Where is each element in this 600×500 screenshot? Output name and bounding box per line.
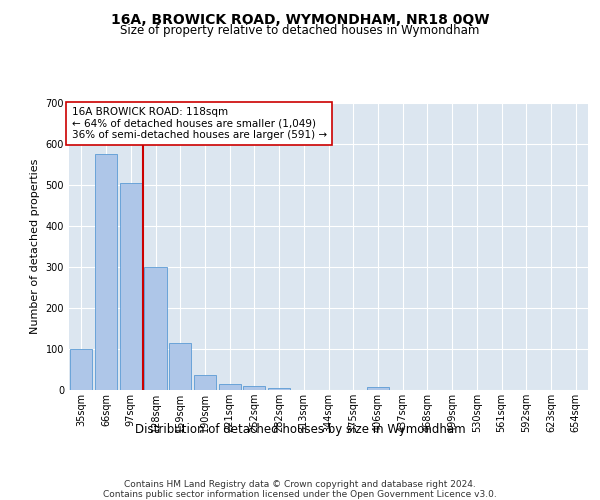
Bar (367, 387, 389, 390)
Bar (243, 386, 265, 390)
Y-axis label: Number of detached properties: Number of detached properties (30, 158, 40, 334)
Bar (218, 384, 241, 390)
Bar (169, 343, 191, 390)
Text: Distribution of detached houses by size in Wymondham: Distribution of detached houses by size … (134, 422, 466, 436)
Bar (194, 375, 216, 390)
Bar (119, 182, 142, 390)
Text: Contains HM Land Registry data © Crown copyright and database right 2024.
Contai: Contains HM Land Registry data © Crown c… (103, 480, 497, 499)
Text: 16A BROWICK ROAD: 118sqm
← 64% of detached houses are smaller (1,049)
36% of sem: 16A BROWICK ROAD: 118sqm ← 64% of detach… (71, 107, 327, 140)
Bar (70, 349, 92, 390)
Text: Size of property relative to detached houses in Wymondham: Size of property relative to detached ho… (121, 24, 479, 37)
Text: 16A, BROWICK ROAD, WYMONDHAM, NR18 0QW: 16A, BROWICK ROAD, WYMONDHAM, NR18 0QW (111, 12, 489, 26)
Bar (268, 388, 290, 390)
Bar (145, 267, 167, 390)
Bar (95, 154, 117, 390)
